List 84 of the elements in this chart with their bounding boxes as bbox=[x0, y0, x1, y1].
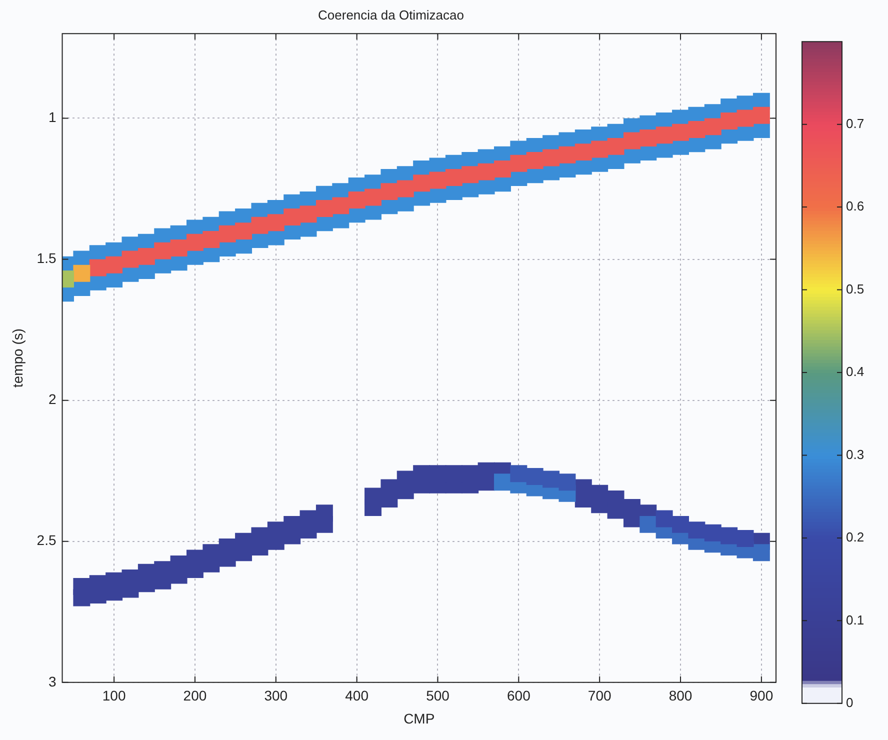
color-bar-label: 0 bbox=[846, 694, 854, 710]
point bbox=[478, 163, 495, 180]
point bbox=[316, 504, 333, 522]
point bbox=[704, 118, 722, 136]
point bbox=[688, 522, 706, 539]
point bbox=[526, 152, 544, 170]
point bbox=[607, 138, 624, 155]
point bbox=[186, 234, 204, 251]
point bbox=[380, 183, 398, 200]
point bbox=[202, 231, 220, 248]
color-bar-label: 0.7 bbox=[846, 116, 864, 131]
point bbox=[429, 172, 446, 189]
point bbox=[494, 474, 511, 491]
point bbox=[704, 524, 722, 542]
color-bar-label: 0.1 bbox=[846, 612, 864, 628]
y-tick-label: 1 bbox=[48, 109, 56, 126]
point bbox=[752, 106, 770, 124]
point bbox=[510, 465, 528, 482]
point bbox=[251, 216, 268, 234]
point bbox=[364, 488, 382, 505]
x-tick-label: 200 bbox=[183, 688, 207, 704]
point bbox=[445, 168, 462, 186]
point bbox=[267, 214, 284, 232]
color-bar-label: 0.6 bbox=[846, 198, 864, 214]
point bbox=[672, 124, 689, 141]
x-tick-label: 100 bbox=[102, 688, 126, 704]
point bbox=[656, 510, 673, 528]
point bbox=[494, 160, 511, 178]
point bbox=[542, 149, 560, 166]
point bbox=[348, 192, 366, 209]
point bbox=[284, 208, 301, 226]
point bbox=[462, 166, 479, 184]
point bbox=[73, 578, 90, 595]
point bbox=[558, 146, 576, 164]
point bbox=[332, 197, 350, 214]
y-tick-label: 2 bbox=[48, 391, 56, 408]
point bbox=[170, 240, 188, 256]
point bbox=[688, 121, 706, 138]
y-tick-label: 1.5 bbox=[36, 250, 56, 266]
x-tick-label: 500 bbox=[426, 688, 450, 704]
x-tick-label: 600 bbox=[506, 688, 531, 704]
point bbox=[154, 242, 172, 260]
x-tick-label: 900 bbox=[750, 688, 774, 704]
point bbox=[138, 248, 155, 265]
point bbox=[672, 516, 689, 533]
y-tick-label: 2.5 bbox=[36, 532, 56, 548]
point bbox=[300, 206, 317, 223]
point bbox=[656, 126, 673, 144]
point bbox=[558, 474, 576, 491]
point bbox=[574, 144, 592, 161]
chart-title: Coerencia da Otimizacao bbox=[318, 7, 464, 22]
color-bar-label: 0.4 bbox=[846, 364, 864, 380]
color-bar-label: 0.5 bbox=[846, 281, 864, 296]
point bbox=[235, 222, 252, 240]
point bbox=[752, 544, 770, 562]
point bbox=[73, 264, 90, 282]
point bbox=[122, 250, 139, 268]
point bbox=[89, 259, 106, 276]
point bbox=[640, 129, 657, 146]
x-tick-label: 800 bbox=[668, 688, 692, 704]
point bbox=[364, 188, 382, 206]
point bbox=[720, 112, 738, 130]
x-tick-label: 400 bbox=[345, 688, 369, 704]
x-axis-title: CMP bbox=[404, 710, 435, 726]
point bbox=[413, 174, 430, 192]
point bbox=[510, 154, 528, 172]
point bbox=[316, 200, 333, 217]
color-bar-label: 0.2 bbox=[846, 530, 864, 545]
point bbox=[720, 527, 738, 544]
point bbox=[591, 140, 608, 158]
x-tick-label: 300 bbox=[264, 688, 288, 704]
y-axis-title: tempo (s) bbox=[9, 328, 26, 388]
x-tick-label: 700 bbox=[588, 688, 612, 704]
point bbox=[218, 225, 236, 242]
point bbox=[396, 180, 414, 198]
point bbox=[526, 468, 544, 485]
point bbox=[106, 256, 123, 274]
point bbox=[736, 530, 754, 548]
point bbox=[542, 470, 560, 488]
color-bar-label: 0.3 bbox=[846, 446, 864, 462]
point bbox=[623, 132, 640, 150]
point bbox=[736, 110, 754, 127]
point bbox=[640, 516, 657, 533]
y-tick-label: 3 bbox=[48, 673, 56, 690]
